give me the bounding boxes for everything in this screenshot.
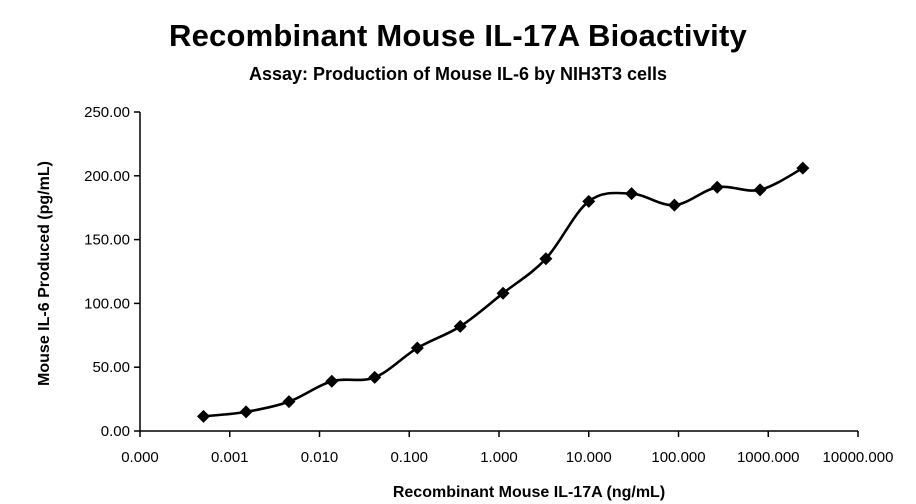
series-markers [197, 161, 810, 423]
data-point-marker [325, 374, 339, 388]
data-point-marker [625, 187, 639, 201]
chart-subtitle: Assay: Production of Mouse IL-6 by NIH3T… [248, 64, 668, 84]
y-tick-label: 50.00 [92, 359, 130, 376]
data-point-marker [496, 286, 510, 300]
x-ticks: 0.000 0.001 0.010 0.100 1.000 10.000 100.000 10… [121, 431, 893, 466]
x-tick-label: 10.000 [566, 449, 612, 466]
x-tick-label: 100.000 [651, 449, 705, 466]
data-point-marker [282, 395, 296, 409]
axes [139, 112, 858, 432]
data-point-marker [796, 161, 810, 175]
x-tick-label: 0.010 [301, 449, 339, 466]
y-axis-label: Mouse IL-6 Produced (pg/mL) [36, 161, 53, 386]
y-tick-label: 0.00 [101, 423, 130, 440]
y-tick-label: 150.00 [84, 232, 130, 249]
data-point-marker [410, 341, 424, 355]
x-tick-label: 10000.000 [823, 449, 894, 466]
y-ticks: 0.00 50.00 100.00 150.00 200.00 250.00 [84, 104, 140, 440]
x-tick-label: 1000.000 [737, 449, 800, 466]
x-tick-label: 0.100 [390, 449, 428, 466]
x-tick-label: 0.001 [211, 449, 249, 466]
data-point-marker [368, 370, 382, 384]
data-point-marker [753, 183, 767, 197]
data-point-marker [239, 405, 253, 419]
y-tick-label: 200.00 [84, 168, 130, 185]
data-point-marker [197, 409, 211, 423]
x-axis-label: Recombinant Mouse IL-17A (ng/mL) [393, 484, 665, 501]
y-tick-label: 250.00 [84, 104, 130, 121]
data-point-marker [667, 198, 681, 212]
data-point-marker [539, 252, 553, 266]
x-tick-label: 1.000 [480, 449, 518, 466]
x-tick-label: 0.000 [121, 449, 159, 466]
data-point-marker [453, 319, 467, 333]
chart-title: Recombinant Mouse IL-17A Bioactivity [169, 18, 747, 53]
data-point-marker [710, 180, 724, 194]
y-tick-label: 100.00 [84, 295, 130, 312]
data-point-marker [582, 194, 596, 208]
